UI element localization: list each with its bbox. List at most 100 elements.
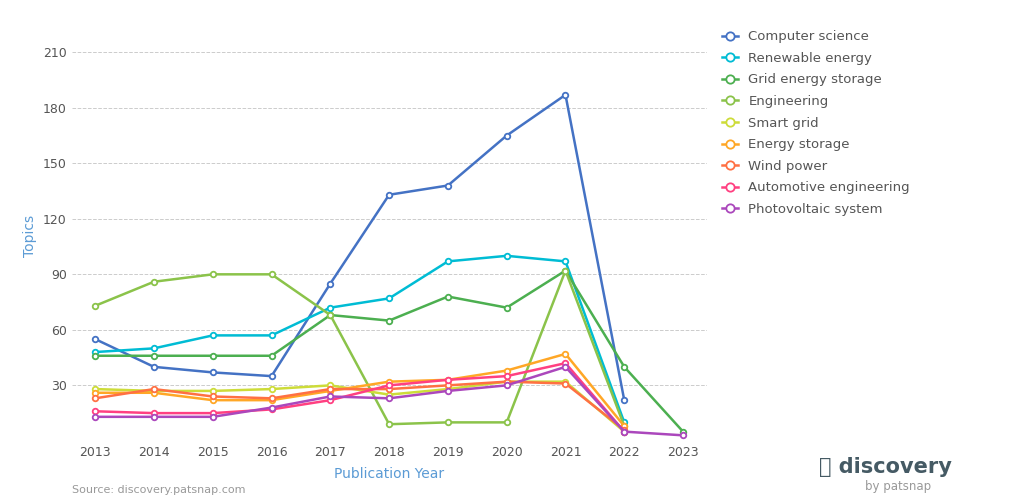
- Automotive engineering: [383, 382, 395, 388]
- Renewable energy: [441, 259, 454, 265]
- Text: Source: discovery.patsnap.com: Source: discovery.patsnap.com: [72, 485, 245, 495]
- Smart grid: [89, 386, 101, 392]
- Energy storage: [383, 379, 395, 385]
- Photovoltaic system: [265, 405, 278, 411]
- Computer science: [265, 373, 278, 379]
- Grid energy storage: [89, 353, 101, 359]
- Line: Energy storage: Energy storage: [95, 354, 625, 426]
- Grid energy storage: [559, 268, 571, 274]
- Wind power: [618, 427, 631, 433]
- Smart grid: [441, 386, 454, 392]
- Text: by patsnap: by patsnap: [865, 480, 932, 493]
- Automotive engineering: [147, 410, 160, 416]
- Engineering: [207, 272, 219, 278]
- Photovoltaic system: [383, 395, 395, 401]
- Wind power: [383, 386, 395, 392]
- Automotive engineering: [265, 406, 278, 412]
- Wind power: [501, 379, 513, 385]
- Engineering: [89, 303, 101, 309]
- Photovoltaic system: [89, 414, 101, 420]
- Renewable energy: [147, 345, 160, 351]
- Energy storage: [89, 390, 101, 396]
- Energy storage: [618, 423, 631, 429]
- Smart grid: [618, 429, 631, 435]
- Engineering: [265, 272, 278, 278]
- Automotive engineering: [559, 360, 571, 366]
- Computer science: [559, 92, 571, 98]
- Smart grid: [501, 379, 513, 385]
- Text: ⛲ discovery: ⛲ discovery: [819, 457, 952, 477]
- Energy storage: [207, 397, 219, 403]
- Grid energy storage: [441, 294, 454, 300]
- Engineering: [559, 268, 571, 274]
- Wind power: [325, 386, 337, 392]
- Wind power: [207, 393, 219, 399]
- Photovoltaic system: [501, 382, 513, 388]
- Wind power: [147, 386, 160, 392]
- Automotive engineering: [207, 410, 219, 416]
- Renewable energy: [383, 296, 395, 302]
- Engineering: [501, 419, 513, 425]
- Wind power: [265, 395, 278, 401]
- Photovoltaic system: [618, 429, 631, 435]
- Computer science: [501, 133, 513, 139]
- Grid energy storage: [147, 353, 160, 359]
- Y-axis label: Topics: Topics: [24, 214, 38, 257]
- Computer science: [207, 369, 219, 375]
- Smart grid: [559, 379, 571, 385]
- Wind power: [441, 382, 454, 388]
- Engineering: [325, 312, 337, 318]
- Smart grid: [207, 388, 219, 394]
- Engineering: [441, 419, 454, 425]
- Grid energy storage: [383, 318, 395, 324]
- Smart grid: [147, 388, 160, 394]
- Smart grid: [265, 386, 278, 392]
- Energy storage: [501, 368, 513, 374]
- Computer science: [325, 281, 337, 287]
- Grid energy storage: [207, 353, 219, 359]
- Wind power: [89, 395, 101, 401]
- Computer science: [618, 397, 631, 403]
- Automotive engineering: [501, 373, 513, 379]
- Photovoltaic system: [677, 432, 689, 438]
- Energy storage: [559, 351, 571, 357]
- Line: Engineering: Engineering: [95, 271, 625, 426]
- Renewable energy: [559, 259, 571, 265]
- Renewable energy: [265, 332, 278, 338]
- Automotive engineering: [89, 408, 101, 414]
- Smart grid: [383, 392, 395, 398]
- Grid energy storage: [325, 312, 337, 318]
- Engineering: [618, 423, 631, 429]
- Smart grid: [325, 382, 337, 388]
- Grid energy storage: [501, 305, 513, 311]
- Photovoltaic system: [325, 393, 337, 399]
- Energy storage: [147, 390, 160, 396]
- Computer science: [147, 364, 160, 370]
- X-axis label: Publication Year: Publication Year: [334, 467, 444, 481]
- Legend: Computer science, Renewable energy, Grid energy storage, Engineering, Smart grid: Computer science, Renewable energy, Grid…: [717, 25, 915, 221]
- Line: Grid energy storage: Grid energy storage: [95, 271, 683, 432]
- Engineering: [383, 421, 395, 427]
- Line: Smart grid: Smart grid: [95, 382, 625, 432]
- Grid energy storage: [618, 364, 631, 370]
- Computer science: [383, 192, 395, 198]
- Line: Wind power: Wind power: [95, 382, 625, 430]
- Computer science: [441, 182, 454, 188]
- Photovoltaic system: [441, 388, 454, 394]
- Renewable energy: [89, 349, 101, 355]
- Automotive engineering: [325, 397, 337, 403]
- Energy storage: [441, 377, 454, 383]
- Energy storage: [325, 388, 337, 394]
- Photovoltaic system: [147, 414, 160, 420]
- Photovoltaic system: [207, 414, 219, 420]
- Photovoltaic system: [559, 364, 571, 370]
- Grid energy storage: [677, 429, 689, 435]
- Renewable energy: [325, 305, 337, 311]
- Automotive engineering: [618, 429, 631, 435]
- Computer science: [89, 336, 101, 342]
- Energy storage: [265, 397, 278, 403]
- Automotive engineering: [441, 377, 454, 383]
- Engineering: [147, 279, 160, 285]
- Line: Automotive engineering: Automotive engineering: [95, 363, 625, 432]
- Renewable energy: [207, 332, 219, 338]
